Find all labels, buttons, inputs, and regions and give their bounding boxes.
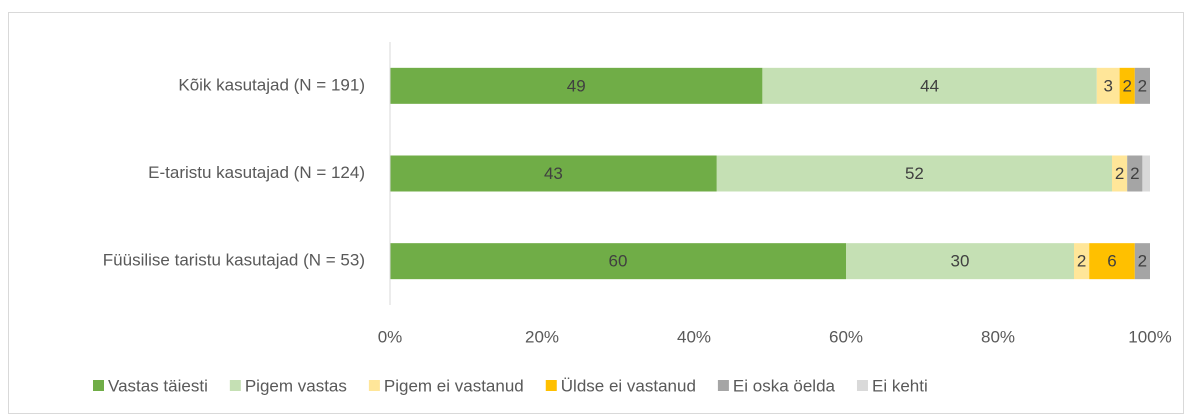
legend-label: Ei oska öelda: [733, 376, 836, 395]
bar-segment: [1096, 67, 1120, 104]
legend-label: Üldse ei vastanud: [561, 376, 696, 395]
data-label: 2: [1115, 164, 1124, 183]
data-label: 30: [951, 252, 970, 271]
legend-label: Pigem vastas: [245, 376, 347, 395]
bar-segment: [1089, 243, 1135, 280]
y-tick-label: E-taristu kasutajad (N = 124): [148, 163, 365, 182]
x-tick-label: 100%: [1128, 327, 1171, 346]
y-tick-label: Füüsilise taristu kasutajad (N = 53): [103, 251, 365, 270]
data-label: 43: [544, 164, 563, 183]
data-label: 2: [1138, 252, 1147, 271]
legend-swatch: [368, 380, 380, 391]
legend-swatch: [856, 380, 868, 391]
legend-swatch: [229, 380, 241, 391]
legend-label: Ei kehti: [872, 376, 928, 395]
legend-label: Pigem ei vastanud: [384, 376, 524, 395]
bar-segment: [716, 155, 1112, 192]
data-label: 52: [905, 164, 924, 183]
bar-segment: [846, 243, 1074, 280]
data-label: 6: [1107, 252, 1116, 271]
bar-segment: [390, 67, 763, 104]
data-label: 2: [1122, 76, 1131, 95]
data-label: 60: [609, 252, 628, 271]
data-label: 44: [920, 76, 939, 95]
data-label: 2: [1130, 164, 1139, 183]
bar-segment: [1134, 67, 1150, 104]
legend-swatch: [717, 380, 729, 391]
data-label: 49: [567, 76, 586, 95]
data-label: 3: [1103, 76, 1112, 95]
bar-segment: [762, 67, 1097, 104]
data-label: 2: [1138, 76, 1147, 95]
bar-segment: [390, 155, 717, 192]
legend-swatch: [545, 380, 557, 391]
bar-segment: [1112, 155, 1128, 192]
legend-label: Vastas täiesti: [108, 376, 208, 395]
y-tick-label: Kõik kasutajad (N = 191): [178, 75, 365, 94]
x-tick-label: 80%: [981, 327, 1015, 346]
bar-segment: [1074, 243, 1090, 280]
data-label: 2: [1077, 252, 1086, 271]
bar-segment: [1134, 243, 1150, 280]
bar-segment: [1142, 155, 1150, 192]
x-tick-label: 60%: [829, 327, 863, 346]
bar-segment: [1119, 67, 1135, 104]
x-tick-label: 20%: [525, 327, 559, 346]
x-tick-label: 0%: [378, 327, 403, 346]
legend-swatch: [93, 380, 104, 391]
bar-segment: [1127, 155, 1143, 192]
x-tick-label: 40%: [677, 327, 711, 346]
bar-segment: [390, 243, 846, 280]
